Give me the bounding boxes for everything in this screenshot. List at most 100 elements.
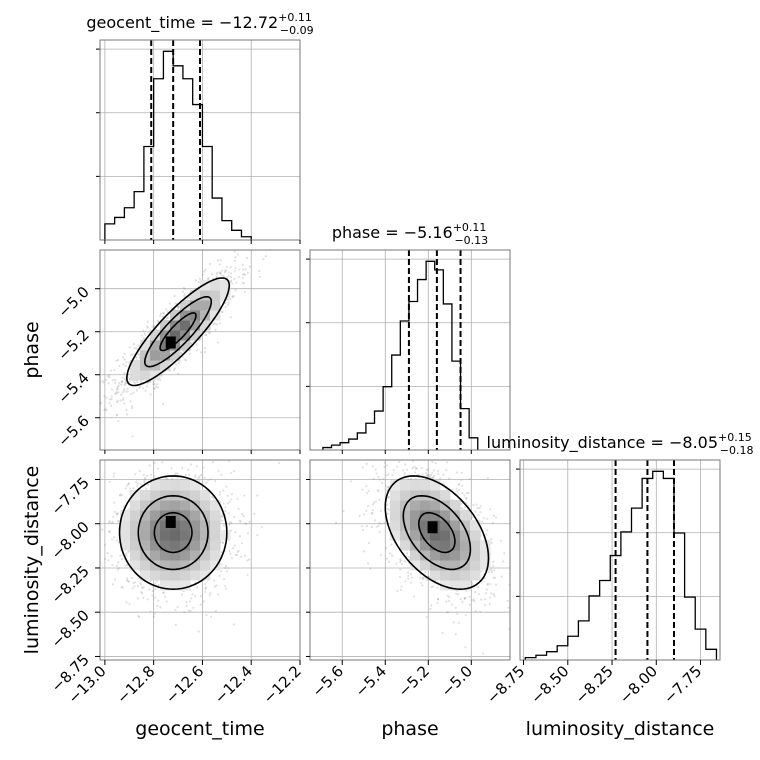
density-cell (160, 580, 171, 591)
density-cell (170, 530, 181, 541)
scatter-point (129, 353, 132, 357)
scatter-point (185, 604, 188, 608)
scatter-point (157, 599, 160, 602)
scatter-point (413, 595, 416, 598)
scatter-point (222, 489, 225, 492)
scatter-point (185, 601, 188, 604)
scatter-point (143, 332, 146, 335)
scatter-point (428, 474, 431, 477)
scatter-point (153, 325, 156, 328)
scatter-point (220, 550, 223, 554)
scatter-point (111, 583, 115, 586)
density-cell (140, 560, 151, 571)
scatter-point (218, 263, 221, 266)
scatter-point (211, 496, 214, 499)
scatter-point (429, 607, 432, 611)
scatter-point (104, 378, 107, 382)
scatter-point (123, 372, 126, 375)
scatter-point (436, 601, 439, 604)
density-cell (190, 560, 201, 571)
scatter-point (278, 462, 281, 465)
density-cell (150, 560, 161, 571)
y-tick-label-luminosity_distance: −8.00 (48, 518, 93, 563)
scatter-point (174, 302, 177, 305)
scatter-point (178, 306, 181, 309)
density-cell (470, 530, 481, 541)
scatter-point (153, 596, 157, 599)
scatter-point (260, 525, 263, 529)
scatter-point (215, 323, 218, 326)
scatter-point (236, 497, 239, 500)
scatter-point (213, 579, 216, 582)
scatter-point (85, 590, 87, 592)
density-cell (420, 560, 431, 571)
scatter-point (220, 473, 223, 476)
density-cell (140, 370, 151, 381)
scatter-point (474, 610, 477, 613)
scatter-point (173, 367, 177, 370)
scatter-point (118, 494, 122, 497)
scatter-point (429, 475, 432, 479)
scatter-point (385, 503, 389, 506)
scatter-point (375, 472, 378, 475)
density-cell (180, 560, 191, 571)
density-cell (180, 300, 191, 311)
scatter-point (130, 393, 133, 396)
density-cell (200, 520, 211, 531)
density-cell (180, 340, 191, 351)
scatter-point (229, 521, 232, 524)
scatter-point (248, 521, 251, 524)
scatter-point (176, 606, 179, 609)
scatter-point (430, 586, 433, 589)
scatter-point (213, 585, 216, 588)
scatter-point (492, 514, 496, 517)
density-cell (130, 360, 141, 371)
scatter-point (130, 405, 133, 408)
scatter-point (174, 623, 177, 627)
scatter-point (450, 603, 453, 606)
scatter-point (227, 567, 230, 570)
scatter-point (164, 595, 167, 598)
scatter-point (217, 469, 220, 472)
density-phase-luminosity_distance (334, 453, 510, 655)
scatter-point (217, 259, 220, 262)
density-cell (160, 320, 171, 331)
scatter-point (221, 311, 224, 314)
scatter-point (492, 576, 495, 579)
scatter-point (482, 652, 485, 655)
density-cell (440, 520, 451, 531)
scatter-point (218, 271, 221, 274)
scatter-point (113, 368, 116, 371)
scatter-point (246, 271, 249, 274)
scatter-point (427, 468, 430, 471)
density-cell (200, 300, 211, 311)
scatter-point (194, 473, 197, 477)
scatter-point (486, 477, 489, 480)
scatter-point (506, 599, 509, 603)
scatter-point (108, 402, 111, 405)
scatter-point (124, 487, 127, 490)
density-cell (410, 480, 421, 491)
scatter-point (117, 561, 120, 564)
scatter-point (128, 603, 131, 606)
scatter-point (478, 506, 481, 510)
scatter-point (176, 476, 179, 479)
scatter-point (132, 487, 135, 490)
density-cell (430, 510, 441, 521)
scatter-point (419, 453, 421, 455)
scatter-point (188, 352, 191, 356)
density-cell (210, 310, 221, 321)
scatter-point (400, 562, 404, 566)
scatter-point (480, 570, 483, 573)
scatter-point (145, 456, 147, 458)
scatter-point (112, 475, 115, 478)
density-cell (190, 330, 201, 341)
density-cell (440, 530, 451, 541)
scatter-point (490, 538, 493, 541)
density-cell (470, 570, 481, 581)
scatter-point (122, 397, 125, 400)
scatter-point (456, 612, 459, 615)
density-cell (130, 560, 141, 571)
scatter-point (437, 469, 440, 473)
scatter-point (233, 259, 236, 262)
